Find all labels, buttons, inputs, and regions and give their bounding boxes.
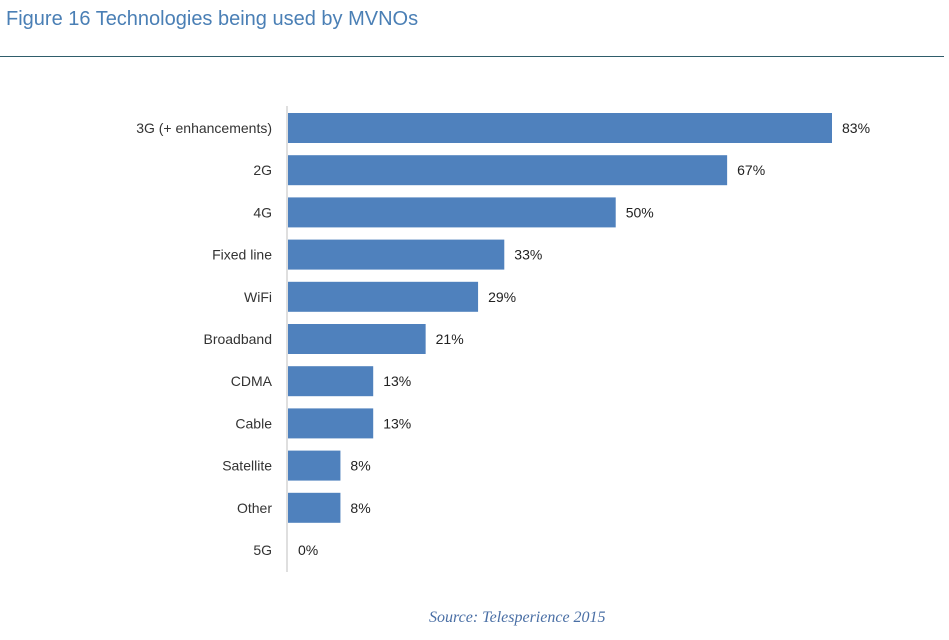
value-label: 8% <box>350 500 370 516</box>
value-label: 33% <box>514 247 542 263</box>
category-label: 5G <box>253 542 272 558</box>
category-label: Broadband <box>203 331 272 347</box>
figure-title: Figure 16 Technologies being used by MVN… <box>6 8 419 30</box>
bar-chart: 3G (+ enhancements) 2G 4G Fixed line WiFi Bro… <box>136 106 870 572</box>
category-label: Cable <box>235 415 272 431</box>
bar-6 <box>288 366 374 397</box>
bar-5 <box>288 324 426 354</box>
value-labels-group: 83% 67% 50% 33% 29% 21% 13% 13% 8% 8% 0% <box>298 120 870 558</box>
bar-3 <box>288 239 505 270</box>
bars-group <box>288 113 832 523</box>
value-label: 50% <box>626 204 654 220</box>
category-label: Satellite <box>222 458 272 474</box>
category-label: Fixed line <box>212 247 272 263</box>
value-label: 13% <box>383 373 411 389</box>
bar-0 <box>288 113 832 143</box>
bar-9 <box>288 492 341 523</box>
bar-7 <box>288 408 374 439</box>
value-label: 8% <box>350 458 370 474</box>
value-label: 21% <box>436 331 464 347</box>
value-label: 13% <box>383 415 411 431</box>
category-label: 2G <box>253 162 272 178</box>
category-label: 4G <box>253 204 272 220</box>
category-label: CDMA <box>231 373 273 389</box>
category-labels-group: 3G (+ enhancements) 2G 4G Fixed line WiFi Bro… <box>136 120 272 558</box>
bar-4 <box>288 281 479 312</box>
bar-8 <box>288 450 341 481</box>
source-note: Source: Telesperience 2015 <box>429 609 606 626</box>
value-label: 67% <box>737 162 765 178</box>
category-label: Other <box>237 500 272 516</box>
value-label: 83% <box>842 120 870 136</box>
title-divider <box>0 56 944 57</box>
category-label: WiFi <box>244 289 272 305</box>
value-label: 0% <box>298 542 318 558</box>
bar-2 <box>288 197 616 228</box>
category-label: 3G (+ enhancements) <box>136 120 272 136</box>
bar-1 <box>288 155 728 186</box>
value-label: 29% <box>488 289 516 305</box>
